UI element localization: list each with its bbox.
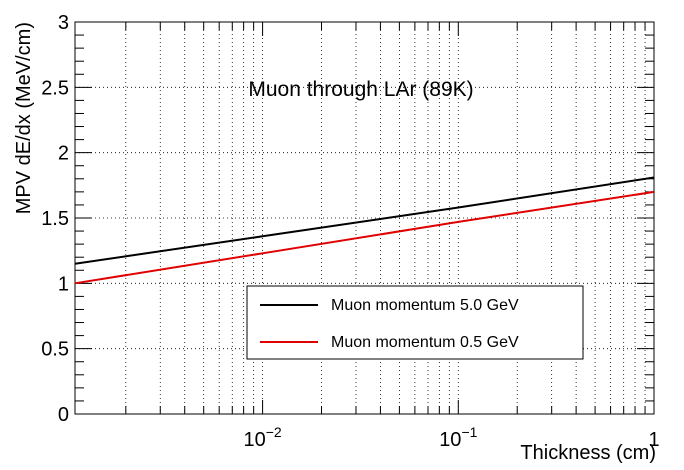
x-tick-label: 10−1 (439, 424, 477, 451)
y-axis-label: MPV dE/dx (MeV/cm) (13, 22, 35, 214)
series-lines (74, 176, 655, 285)
series-line-5gev (74, 176, 655, 265)
y-tick-label: 1 (58, 273, 69, 295)
legend-label-0p5gev: Muon momentum 0.5 GeV (331, 334, 519, 351)
tick-labels: 0 0.5 1 1.5 2 2.5 3 10−2 10−1 1 (41, 12, 659, 451)
series-line-0p5gev (74, 190, 655, 285)
legend: Muon momentum 5.0 GeV Muon momentum 0.5 … (246, 285, 584, 360)
y-tick-label: 2 (58, 143, 69, 165)
y-tick-label: 1.5 (41, 208, 69, 230)
y-tick-label: 0 (58, 404, 69, 426)
x-tick-label: 10−2 (243, 424, 281, 451)
legend-label-5gev: Muon momentum 5.0 GeV (331, 297, 519, 314)
chart-title: Muon through LAr (89K) (248, 78, 473, 101)
axis-ticks (75, 21, 655, 415)
y-tick-label: 2.5 (41, 77, 69, 99)
legend-box (246, 285, 584, 360)
y-tick-label: 3 (58, 12, 69, 34)
x-axis-label: Thickness (cm) (520, 442, 656, 464)
x-tick-label: 1 (648, 429, 659, 451)
y-tick-label: 0.5 (41, 339, 69, 361)
